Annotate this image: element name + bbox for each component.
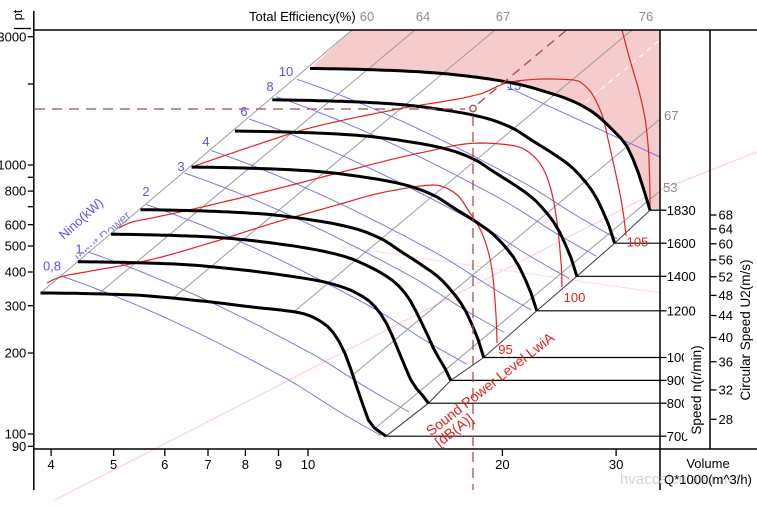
svg-text:6: 6 [161,457,168,472]
svg-text:1400: 1400 [667,269,696,284]
svg-text:7: 7 [204,457,211,472]
svg-text:68: 68 [719,208,733,223]
svg-text:52: 52 [719,269,733,284]
svg-text:67: 67 [664,108,678,123]
svg-text:Speed n(r/min): Speed n(r/min) [689,345,704,434]
svg-text:90: 90 [12,439,26,454]
svg-text:pt: pt [10,9,25,20]
svg-text:10: 10 [301,457,315,472]
svg-text:30: 30 [609,457,623,472]
svg-text:20: 20 [495,457,509,472]
svg-text:500: 500 [5,239,27,254]
svg-text:2: 2 [142,184,149,199]
svg-text:900: 900 [667,373,689,388]
svg-text:40: 40 [719,330,733,345]
svg-text:76: 76 [639,9,653,24]
svg-text:36: 36 [719,354,733,369]
svg-text:8: 8 [242,457,249,472]
svg-text:Total Efficiency(%): Total Efficiency(%) [249,9,356,24]
svg-text:3: 3 [177,159,184,174]
svg-text:300: 300 [5,298,27,313]
svg-text:100: 100 [5,427,27,442]
svg-text:3000: 3000 [0,29,26,44]
svg-text:0,8: 0,8 [43,259,61,274]
svg-text:700: 700 [667,429,689,444]
svg-text:5: 5 [110,457,117,472]
svg-text:28: 28 [719,412,733,427]
svg-text:Volume: Volume [686,456,729,471]
svg-text:400: 400 [5,265,27,280]
svg-text:48: 48 [719,288,733,303]
svg-text:100: 100 [564,290,586,305]
svg-text:Circular Speed U2(m/s): Circular Speed U2(m/s) [738,259,753,400]
svg-text:1600: 1600 [667,236,696,251]
svg-text:10: 10 [279,64,293,79]
svg-text:60: 60 [360,9,374,24]
svg-text:8: 8 [266,79,273,94]
svg-text:Q*1000(m^3/h): Q*1000(m^3/h) [664,472,752,487]
svg-text:1: 1 [75,242,82,257]
svg-text:1000: 1000 [0,158,26,173]
svg-text:600: 600 [5,217,27,232]
svg-text:64: 64 [416,9,430,24]
svg-text:44: 44 [719,308,733,323]
svg-text:1830: 1830 [667,203,696,218]
svg-text:hvaccalculator.net: hvaccalculator.net [620,471,741,488]
svg-text:6: 6 [240,104,247,119]
svg-text:32: 32 [719,383,733,398]
svg-text:67: 67 [496,9,510,24]
svg-text:800: 800 [667,396,689,411]
svg-text:60: 60 [719,236,733,251]
svg-text:64: 64 [719,222,733,237]
svg-text:95: 95 [498,342,512,357]
svg-text:53: 53 [663,180,677,195]
svg-text:105: 105 [627,235,649,250]
svg-text:4: 4 [47,457,54,472]
svg-text:200: 200 [5,346,27,361]
svg-text:56: 56 [719,252,733,267]
svg-text:1200: 1200 [667,303,696,318]
svg-text:4: 4 [202,134,209,149]
svg-text:800: 800 [5,184,27,199]
svg-text:9: 9 [275,457,282,472]
